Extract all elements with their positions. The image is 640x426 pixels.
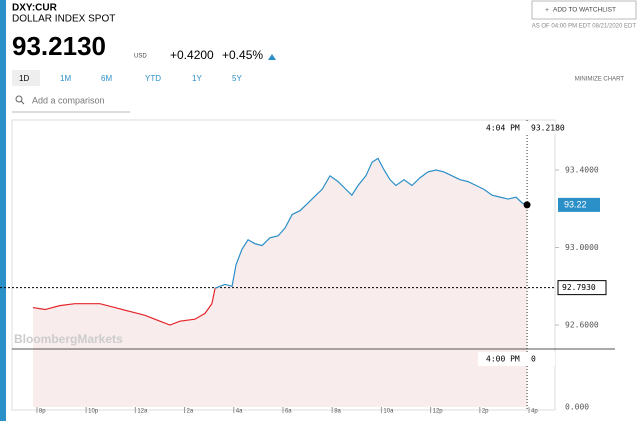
watchlist-button[interactable] [531, 0, 637, 20]
as-of: AS OF 04:00 PM EDT 08/21/2020 EDT [532, 24, 637, 30]
range-tab[interactable]: 1M [60, 74, 71, 83]
last-label: 93.22 [564, 199, 587, 209]
comparison-input[interactable]: Add a comparison [32, 95, 105, 105]
x-tick-label: 12p [433, 409, 444, 415]
tab-active [12, 70, 40, 86]
search-icon [15, 95, 23, 103]
watermark: BloombergMarkets [14, 332, 123, 346]
crosshair-value: 93.2180 [531, 124, 565, 133]
x-tick-label: 8p [39, 409, 46, 415]
crosshair-top [478, 121, 555, 135]
up-arrow [268, 54, 276, 60]
range-tab[interactable]: 1Y [192, 74, 202, 83]
x-tick-label: 12a [137, 409, 148, 415]
range-tab[interactable]: 1D [19, 74, 29, 83]
last-box [558, 197, 600, 212]
baseline-label: 0.000 [565, 403, 589, 412]
y-tick-label: 92.6000 [565, 321, 599, 330]
plot-frame [11, 119, 556, 411]
x-tick-label: 4a [236, 409, 243, 415]
watchlist-plus: + [545, 7, 549, 14]
currency: USD [134, 54, 147, 60]
last-point [523, 201, 531, 209]
x-tick-label: 6a [285, 409, 292, 415]
y-tick-label: 93.4000 [565, 165, 599, 174]
left-bar [0, 0, 6, 421]
change: +0.4200 [170, 48, 214, 62]
x-tick-label: 2a [187, 409, 194, 415]
name: DOLLAR INDEX SPOT [12, 14, 115, 25]
range-tab[interactable]: YTD [145, 74, 161, 83]
prev-close-label: 92.7930 [562, 283, 596, 292]
x-tick-label: 4p [531, 409, 538, 415]
crosshair-bottom [478, 352, 555, 366]
x-tick-label: 10p [88, 409, 99, 415]
price-line [214, 157, 528, 289]
x-tick-label: 8a [334, 409, 341, 415]
symbol: DXY:CUR [12, 3, 58, 14]
crosshair-time: 4:04 PM [486, 124, 520, 133]
price: 93.2130 [12, 31, 106, 61]
x-tick-label: 10a [383, 409, 394, 415]
y-tick-label: 93.0000 [565, 243, 599, 252]
range-tab[interactable]: 5Y [232, 74, 242, 83]
minimize[interactable]: MINIMIZE CHART [575, 77, 625, 83]
area [32, 288, 216, 407]
price-line [32, 288, 216, 326]
crosshair-bottom-value: 0 [531, 355, 536, 364]
prev-close-box [557, 280, 607, 296]
search-icon [20, 100, 25, 105]
range-tab[interactable]: 6M [101, 74, 112, 83]
x-tick-label: 2p [482, 409, 489, 415]
crosshair-bottom-time: 4:00 PM [486, 355, 520, 364]
watchlist-label: ADD TO WATCHLIST [553, 7, 616, 14]
area [215, 158, 528, 407]
change-pct: +0.45% [222, 48, 263, 62]
